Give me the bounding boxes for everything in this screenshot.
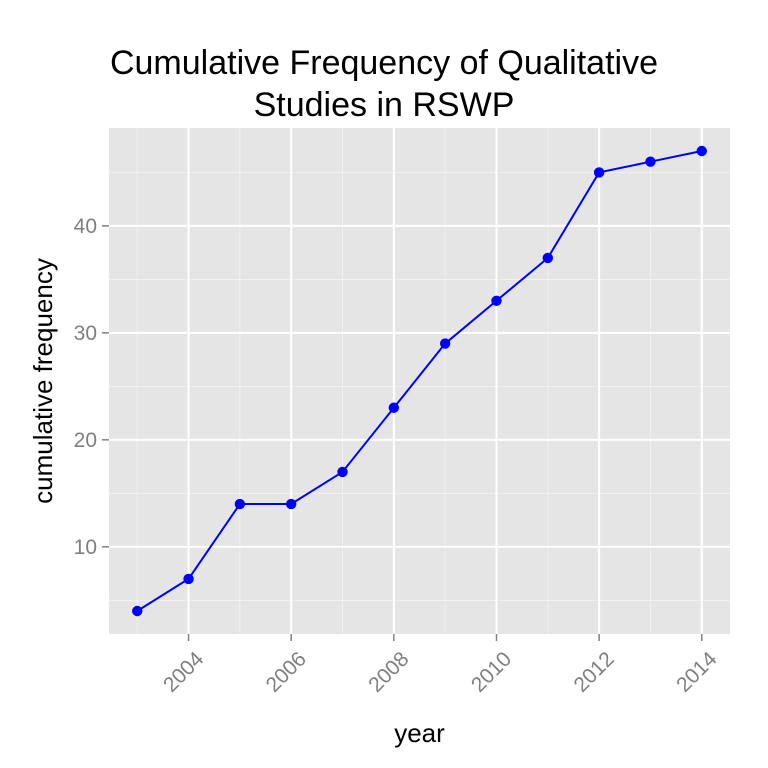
axis-ticks (102, 225, 703, 641)
series-cumulative-frequency (132, 145, 707, 617)
x-tick-label: 2008 (364, 647, 413, 696)
data-point (285, 498, 297, 510)
x-axis-title: year (394, 718, 445, 748)
y-axis-title: cumulative frequency (28, 258, 58, 504)
data-point (132, 605, 143, 617)
data-point (491, 295, 502, 306)
x-tick-label: 2004 (159, 647, 209, 697)
x-tick-label: 2014 (672, 647, 722, 697)
plot-panel (109, 128, 730, 634)
y-tick-label: 10 (74, 536, 97, 559)
y-tick-label: 40 (74, 215, 97, 238)
data-point (696, 145, 707, 157)
data-point (645, 156, 656, 167)
y-tick-label: 20 (74, 429, 97, 452)
chart-title-line-2: Studies in RSWP (253, 86, 515, 124)
data-point (234, 498, 246, 510)
data-point (542, 252, 554, 264)
x-tick-label: 2012 (570, 647, 619, 696)
y-tick-label: 30 (74, 322, 97, 345)
y-axis-tick-labels: 10 20 30 40 (74, 215, 97, 559)
data-point (388, 402, 400, 413)
data-point (183, 573, 194, 585)
x-axis-tick-labels: 2004 2006 2008 2010 2012 2014 (159, 647, 722, 697)
series-line (136, 150, 702, 612)
data-point (439, 338, 451, 349)
minor-gridlines (109, 128, 730, 634)
data-point (337, 466, 348, 478)
x-tick-label: 2006 (262, 647, 311, 696)
x-tick-label: 2010 (467, 647, 516, 696)
chart-title-line-1: Cumulative Frequency of Qualitative (109, 44, 659, 82)
major-gridlines (109, 128, 730, 634)
data-point (593, 167, 605, 178)
